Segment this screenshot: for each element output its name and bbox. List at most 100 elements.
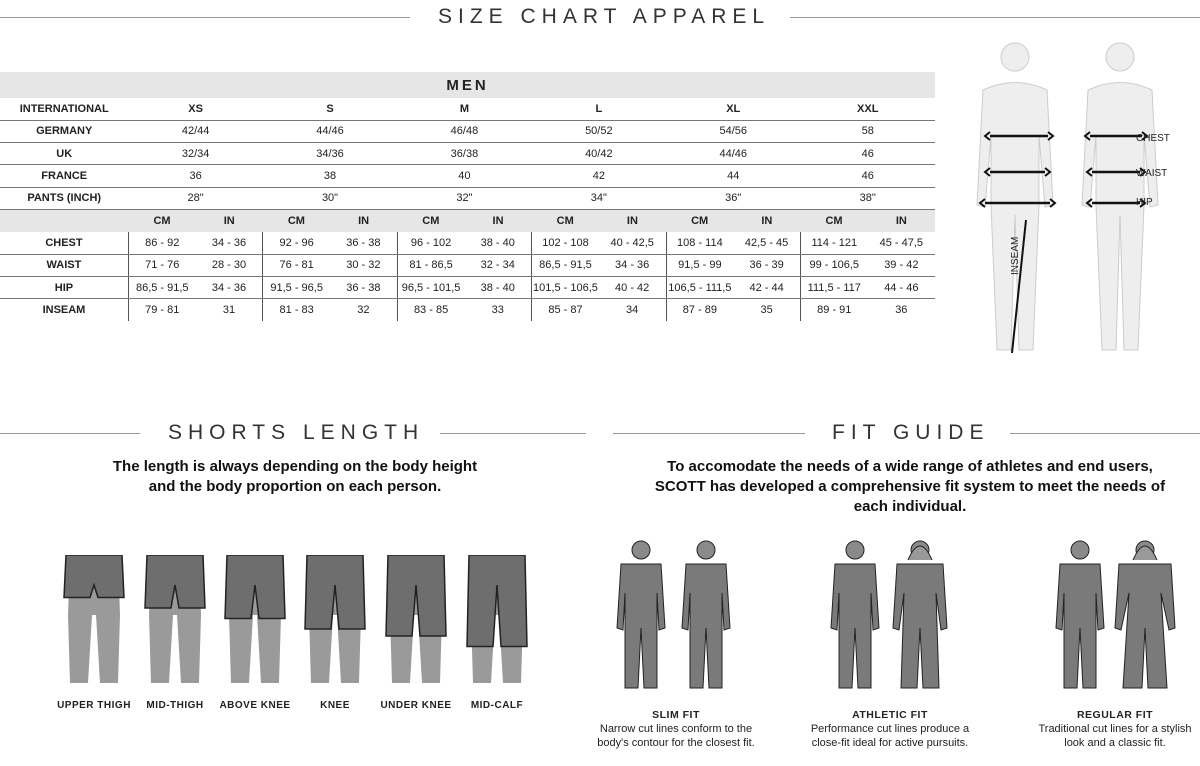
shorts-label: ABOVE KNEE (219, 700, 291, 711)
cm-cell: 102 - 108 (531, 231, 599, 255)
table-cell: 34" (531, 187, 667, 210)
in-cell: 30 - 32 (330, 254, 398, 277)
shorts-figure (385, 555, 447, 683)
size-header: M (397, 98, 532, 121)
table-cell: 44/46 (666, 142, 801, 166)
row-label: FRANCE (0, 164, 129, 188)
table-cell: 30" (262, 187, 398, 210)
in-cell: 42,5 - 45 (733, 231, 801, 255)
unit-in: IN (330, 209, 398, 232)
hip-label: HIP (1136, 197, 1153, 208)
fit-label: SLIM FIT (652, 709, 700, 721)
cm-cell: 92 - 96 (262, 231, 331, 255)
table-cell: 42 (531, 164, 667, 188)
table-cell: 44/46 (262, 120, 398, 144)
cm-cell: 83 - 85 (396, 298, 465, 321)
in-cell: 40 - 42,5 (598, 231, 667, 255)
fit-desc: Narrow cut lines conform to the body's c… (597, 723, 755, 749)
cm-cell: 96,5 - 101,5 (396, 276, 465, 300)
table-cell: 34/36 (262, 142, 398, 166)
shorts-figure (466, 555, 528, 683)
chest-label: CHEST (1136, 133, 1170, 144)
table-cell: 36/38 (397, 142, 532, 166)
table-row: WAIST 71 - 76 28 - 30 76 - 81 30 - 32 81 - 86… (0, 254, 935, 277)
fit-label: REGULAR FIT (1076, 709, 1154, 721)
row-label: INSEAM (42, 304, 86, 317)
cm-cell: 108 - 114 (665, 231, 734, 255)
size-table: MEN INTERNATIONAL XS S M L XL XXL GERMANY 42/44 44… (0, 72, 935, 321)
in-cell: 32 - 34 (464, 254, 532, 277)
shorts-figure (63, 555, 125, 683)
table-cell: 40/42 (531, 142, 667, 166)
table-row: CHEST 86 - 92 34 - 36 92 - 96 36 - 38 96 - 10… (0, 231, 935, 255)
in-cell: 34 - 36 (195, 276, 263, 300)
in-cell: 32 (357, 304, 370, 317)
row-label: PANTS (INCH) (0, 187, 129, 210)
fit-figure (1055, 540, 1176, 689)
table-cell: 50/52 (531, 120, 667, 144)
in-cell: 36 - 38 (330, 231, 398, 255)
table-cell: 36" (666, 187, 801, 210)
in-cell: 42 - 44 (733, 276, 801, 300)
fit-desc: Traditional cut lines for a stylish look… (1038, 723, 1192, 749)
size-header: XS (128, 98, 263, 121)
table-cell: 44 (666, 164, 801, 188)
cm-cell: 111,5 - 117 (799, 276, 868, 300)
shorts-subtitle: The length is always depending on the bo… (112, 458, 478, 495)
in-cell: 36 - 39 (733, 254, 801, 277)
divider (0, 433, 140, 434)
table-cell: 38 (262, 164, 398, 188)
in-cell: 44 - 46 (867, 276, 935, 300)
table-cell: 46/48 (397, 120, 532, 144)
table-cell: 32" (397, 187, 532, 210)
cm-cell: 71 - 76 (127, 254, 196, 277)
divider (0, 17, 410, 18)
table-cell: 46 (800, 164, 935, 188)
cm-cell: 101,5 - 106,5 (531, 276, 599, 300)
cm-cell: 106,5 - 111,5 (665, 276, 734, 300)
cm-cell: 79 - 81 (127, 298, 196, 321)
unit-in: IN (195, 209, 263, 232)
fit-label: ATHLETIC FIT (852, 709, 928, 721)
unit-cm: CM (128, 209, 196, 232)
row-label: INTERNATIONAL (0, 98, 129, 121)
in-cell: 39 - 42 (867, 254, 935, 277)
in-cell: 34 - 36 (195, 231, 263, 255)
cm-cell: 76 - 81 (262, 254, 331, 277)
fit-figure (616, 540, 731, 689)
unit-in: IN (733, 209, 801, 232)
shorts-label: UPPER THIGH (57, 700, 131, 711)
cm-cell: 91,5 - 99 (665, 254, 734, 277)
unit-in: IN (867, 209, 935, 232)
shorts-figure (224, 555, 286, 683)
divider (440, 433, 586, 434)
cm-cell: 87 - 89 (665, 298, 734, 321)
table-cell: 46 (800, 142, 935, 166)
cm-cell: 86,5 - 91,5 (127, 276, 196, 300)
table-cell: 54/56 (666, 120, 801, 144)
shorts-label: KNEE (320, 700, 350, 711)
divider (790, 17, 1200, 18)
divider (1010, 433, 1200, 434)
unit-cm: CM (666, 209, 734, 232)
fit-subtitle: To accomodate the needs of a wide range … (654, 458, 1166, 515)
unit-cm: CM (397, 209, 465, 232)
cm-cell: 99 - 106,5 (799, 254, 868, 277)
table-row: UK 32/34 34/36 36/38 40/42 44/46 46 (0, 142, 935, 166)
in-cell: 45 - 47,5 (867, 231, 935, 255)
cm-cell: 85 - 87 (531, 298, 599, 321)
table-cell: 28" (128, 187, 263, 210)
cm-cell: 91,5 - 96,5 (262, 276, 331, 300)
table-row: FRANCE 36 38 40 42 44 46 (0, 164, 935, 188)
size-header: XXL (800, 98, 935, 121)
shorts-figure (144, 555, 206, 683)
in-cell: 33 (491, 304, 504, 317)
cm-cell: 81 - 83 (262, 298, 331, 321)
fit-item: ATHLETIC FIT Performance cut lines produc… (810, 708, 970, 750)
unit-in: IN (464, 209, 532, 232)
fit-figure (830, 540, 948, 689)
size-header: S (262, 98, 398, 121)
cm-cell: 89 - 91 (799, 298, 868, 321)
shorts-title: SHORTS LENGTH (168, 421, 425, 444)
fit-desc: Performance cut lines produce a close-fi… (810, 723, 970, 749)
